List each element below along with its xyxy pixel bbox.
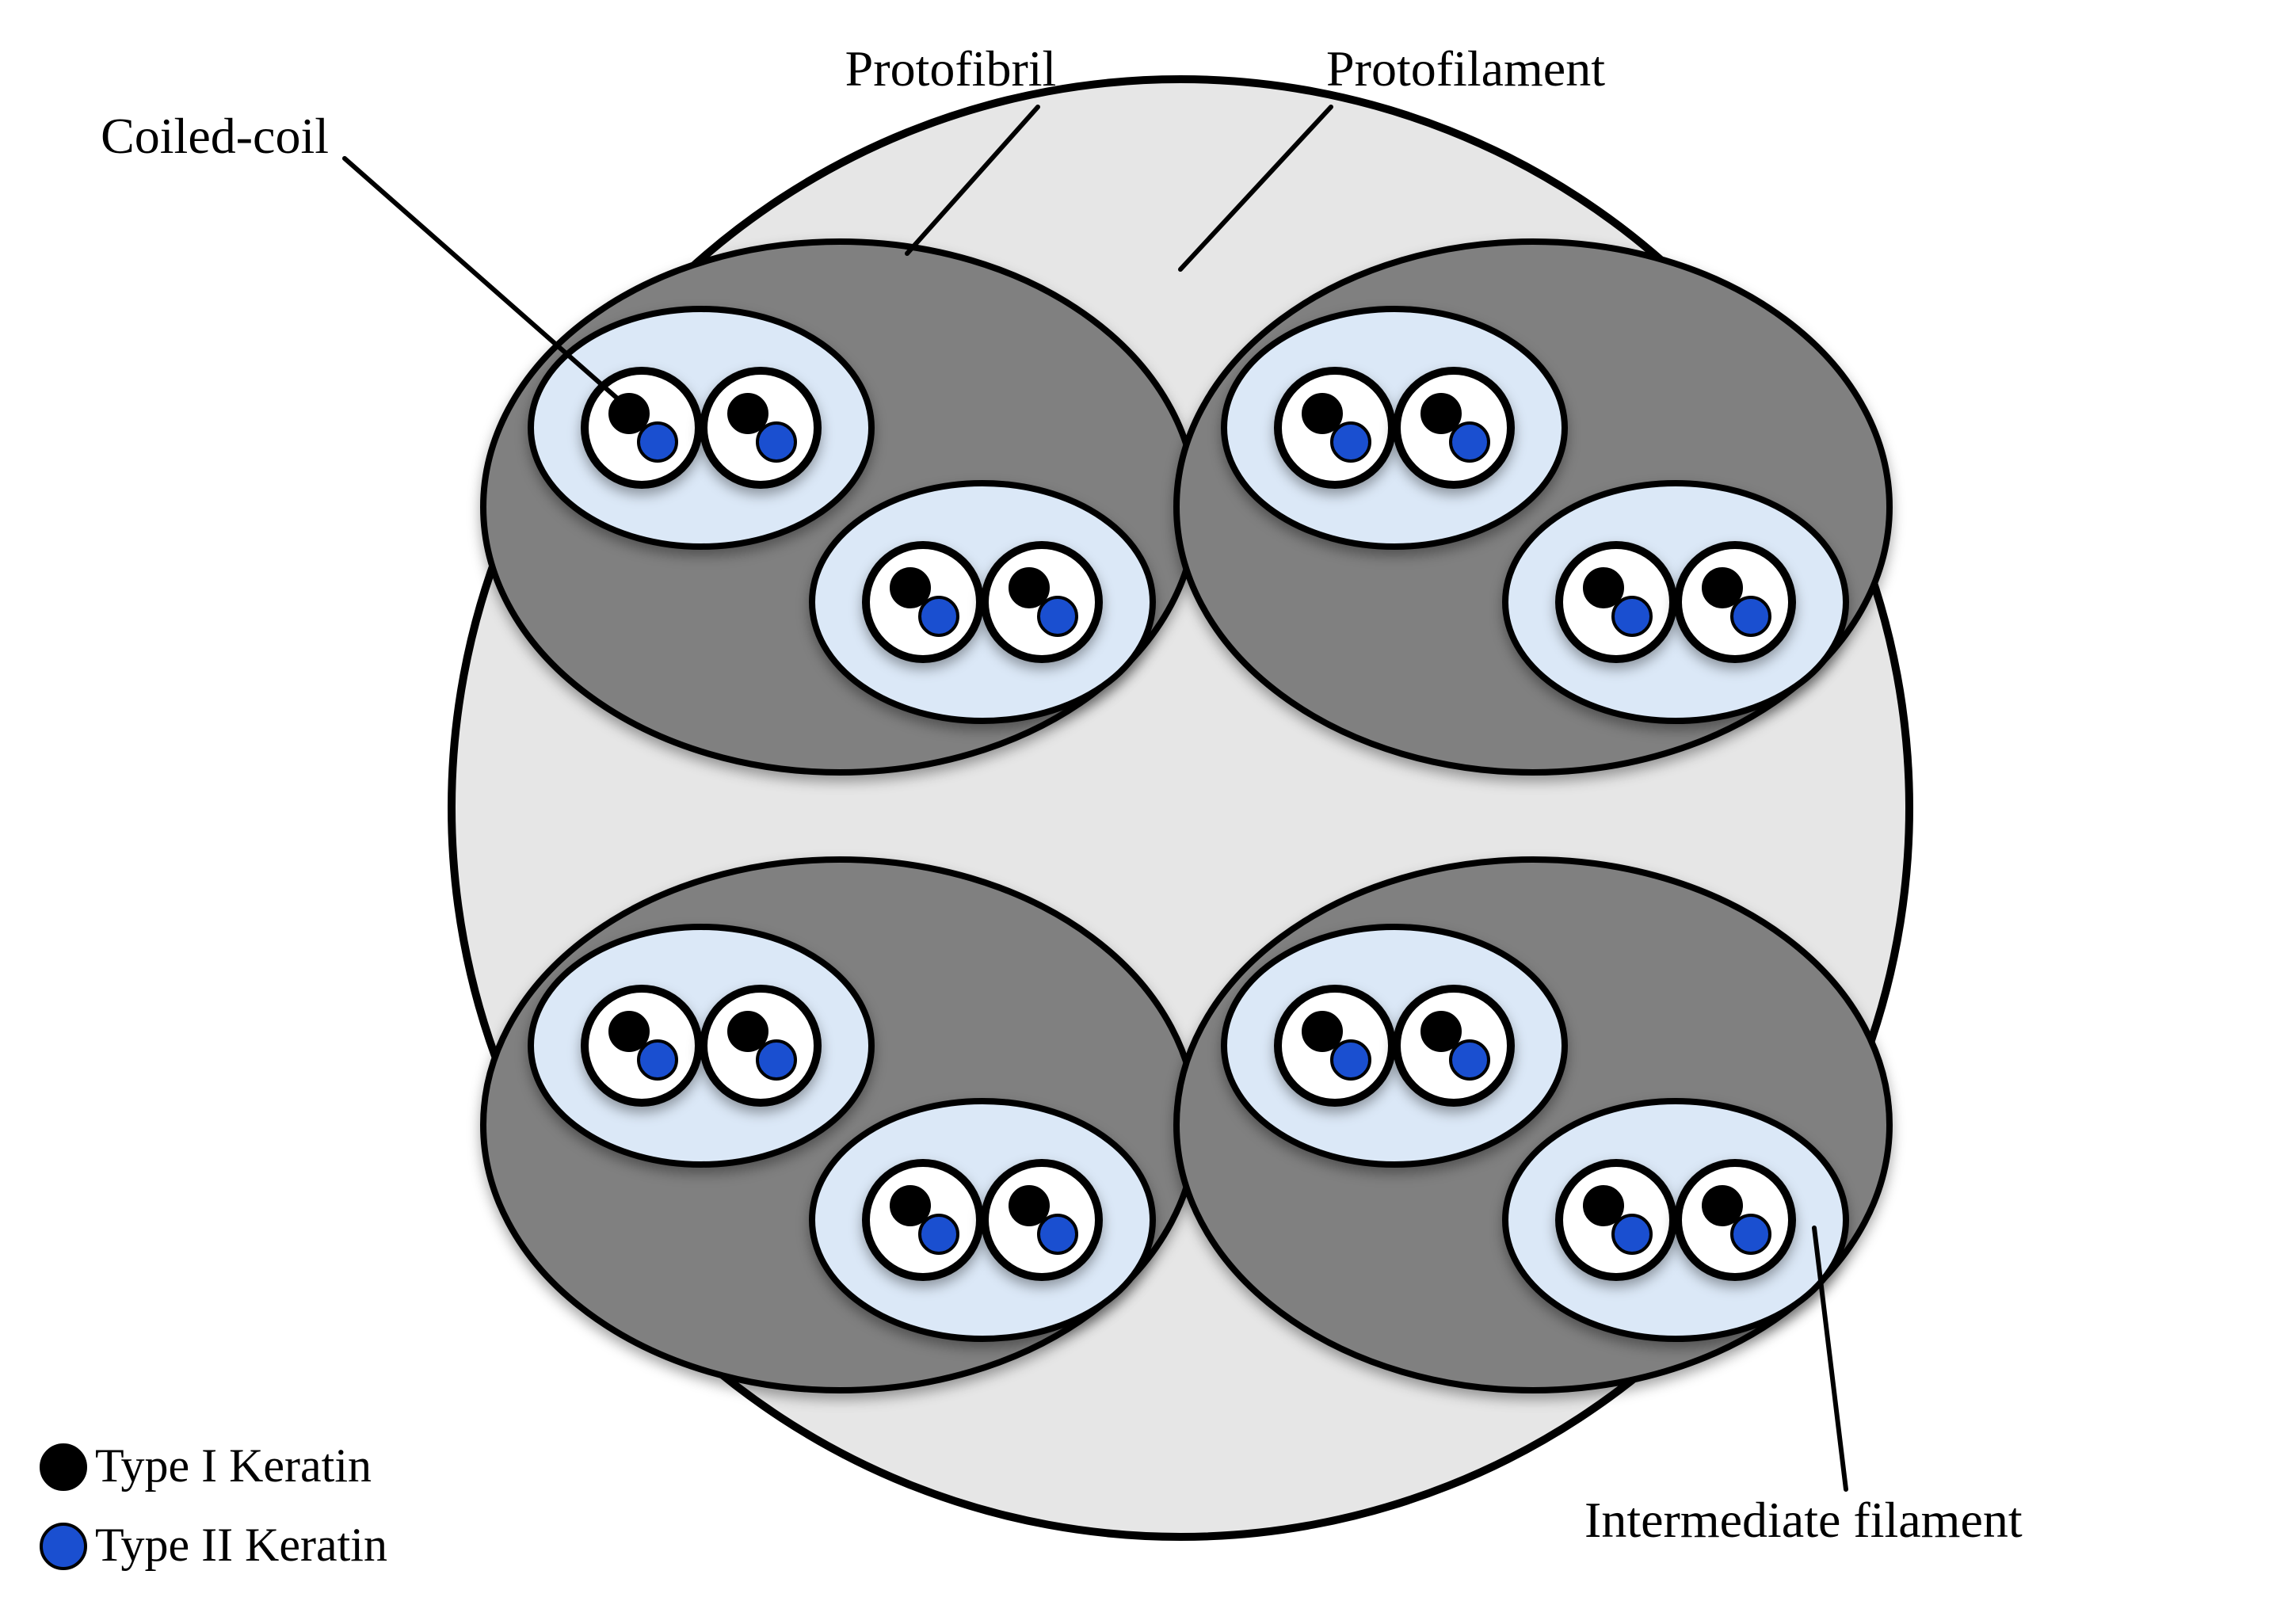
type2-keratin-dot: [757, 423, 795, 461]
type1-keratin-dot: [1584, 569, 1623, 607]
type1-keratin-dot: [1010, 1187, 1048, 1225]
type1-keratin-dot: [1422, 395, 1460, 433]
type1-keratin-dot: [1303, 1012, 1341, 1050]
type2-keratin-dot: [1613, 597, 1651, 635]
type1-keratin-dot: [610, 395, 648, 433]
type1-keratin-dot: [729, 1012, 767, 1050]
protofilament-3b: [1505, 1101, 1846, 1339]
protofilament-2a: [531, 927, 871, 1165]
type1-keratin-dot: [1422, 1012, 1460, 1050]
protofibril-label: Protofibril: [845, 40, 1057, 97]
type1-keratin-dot: [729, 395, 767, 433]
type2-keratin-dot: [1732, 1215, 1770, 1253]
type1-keratin-dot: [1703, 569, 1741, 607]
type2-keratin-dot: [1451, 423, 1489, 461]
type2-keratin-dot: [1039, 1215, 1077, 1253]
protofilament-1a: [1224, 309, 1565, 547]
type1-keratin-dot: [1303, 395, 1341, 433]
type1-keratin-dot: [610, 1012, 648, 1050]
protofilament-2b: [812, 1101, 1153, 1339]
type2-keratin-dot: [920, 1215, 958, 1253]
protofilament-0a: [531, 309, 871, 547]
type1-keratin-dot: [891, 1187, 929, 1225]
type1-keratin-dot: [1584, 1187, 1623, 1225]
protofilament-0b: [812, 483, 1153, 721]
type2-keratin-dot: [1039, 597, 1077, 635]
type2-keratin-legend-dot: [41, 1524, 86, 1569]
type1-keratin-dot: [1703, 1187, 1741, 1225]
type2-keratin-dot: [1613, 1215, 1651, 1253]
protofilament-1b: [1505, 483, 1846, 721]
type1-keratin-dot: [891, 569, 929, 607]
protofilament-label: Protofilament: [1326, 40, 1605, 97]
type2-keratin-dot: [1332, 1041, 1370, 1079]
intermediate-filament-label: Intermediate filament: [1584, 1492, 2023, 1548]
type1-keratin-legend-label: Type I Keratin: [95, 1439, 372, 1492]
type2-keratin-dot: [757, 1041, 795, 1079]
protofilament-3a: [1224, 927, 1565, 1165]
type1-keratin-dot: [1010, 569, 1048, 607]
type1-keratin-legend-dot: [41, 1445, 86, 1489]
type2-keratin-legend-label: Type II Keratin: [95, 1519, 387, 1571]
type2-keratin-dot: [1451, 1041, 1489, 1079]
type2-keratin-dot: [639, 423, 677, 461]
type2-keratin-dot: [1332, 423, 1370, 461]
type2-keratin-dot: [920, 597, 958, 635]
type2-keratin-dot: [639, 1041, 677, 1079]
coiled-coil-label: Coiled-coil: [101, 108, 329, 164]
type2-keratin-dot: [1732, 597, 1770, 635]
